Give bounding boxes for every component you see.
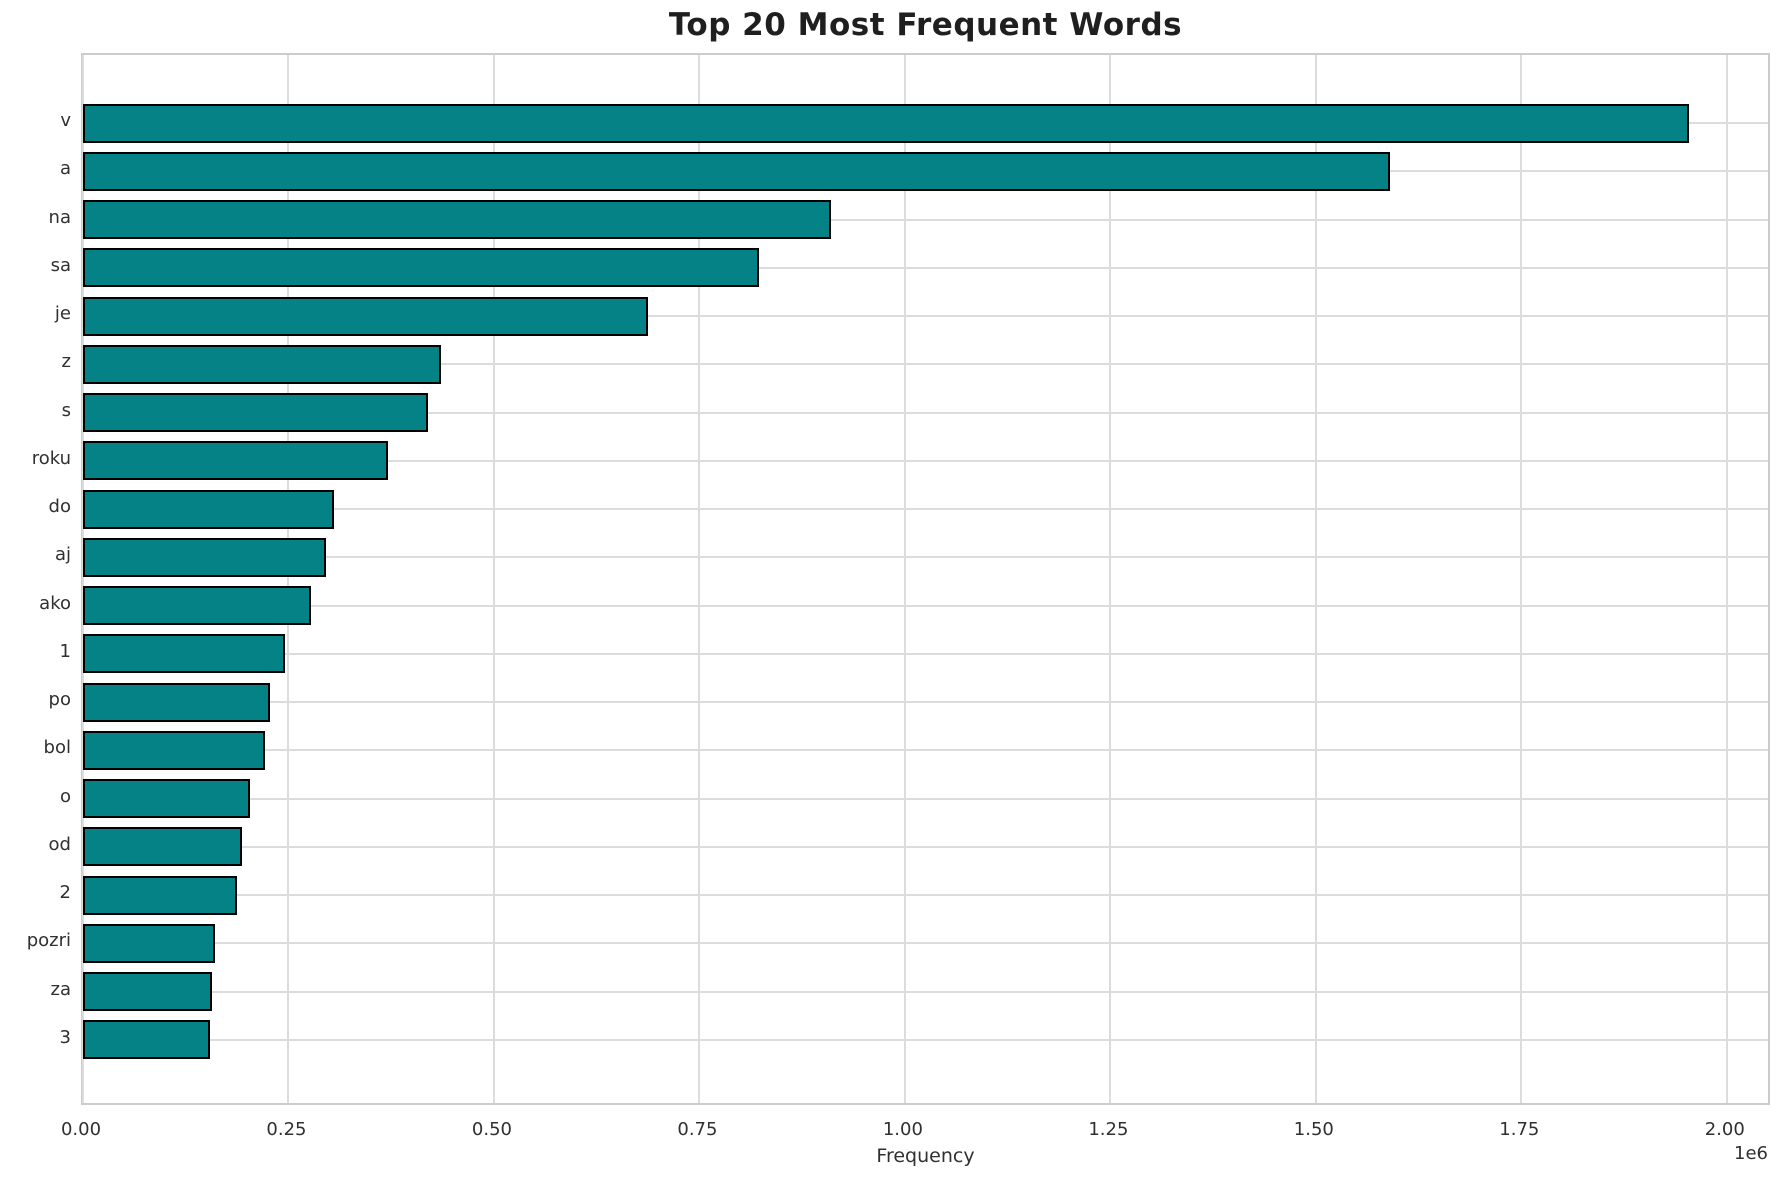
y-tick-label: s	[61, 399, 71, 421]
v-gridline	[82, 55, 84, 1103]
bar-v	[83, 103, 1689, 143]
h-gridline	[83, 508, 1768, 511]
y-tick-label: od	[48, 833, 71, 855]
bar-na	[83, 200, 831, 240]
y-tick-label: sa	[50, 254, 71, 276]
v-gridline	[492, 55, 495, 1103]
h-gridline	[83, 990, 1768, 993]
y-tick-label: po	[48, 689, 71, 711]
h-gridline	[83, 652, 1768, 655]
h-gridline	[83, 942, 1768, 945]
y-tick-label: o	[59, 785, 71, 807]
y-tick-label: ako	[39, 592, 71, 614]
x-tick-label: 1.00	[882, 1119, 923, 1140]
h-gridline	[83, 797, 1768, 800]
y-tick-label: aj	[54, 544, 71, 566]
h-gridline	[83, 845, 1768, 848]
h-gridline	[83, 749, 1768, 752]
v-gridline	[1520, 55, 1523, 1103]
chart-title: Top 20 Most Frequent Words	[668, 7, 1183, 43]
h-gridline	[83, 315, 1768, 318]
h-gridline	[83, 701, 1768, 704]
bar-do	[83, 489, 334, 529]
bar-po	[83, 682, 271, 722]
bar-o	[83, 779, 250, 819]
h-gridline	[83, 363, 1768, 366]
bar-aj	[83, 537, 327, 577]
bar-a	[83, 151, 1390, 191]
h-gridline	[83, 604, 1768, 607]
x-axis-title: Frequency	[876, 1145, 975, 1167]
h-gridline	[83, 266, 1768, 269]
y-tick-label: a	[59, 158, 71, 180]
x-tick-label: 1.75	[1499, 1119, 1540, 1140]
h-gridline	[83, 894, 1768, 897]
bar-1	[83, 634, 286, 674]
y-tick-label: na	[48, 206, 71, 228]
y-tick-label: roku	[31, 447, 71, 469]
x-tick-label: 1.25	[1088, 1119, 1129, 1140]
y-tick-label: je	[54, 303, 71, 325]
bar-ako	[83, 586, 311, 626]
v-gridline	[1109, 55, 1112, 1103]
x-tick-label: 2.00	[1704, 1119, 1745, 1140]
h-gridline	[83, 556, 1768, 559]
axis-offset-label: 1e6	[1734, 1143, 1768, 1164]
bar-za	[83, 972, 213, 1012]
plot-area	[81, 53, 1770, 1105]
bar-roku	[83, 441, 388, 481]
x-tick-label: 1.50	[1293, 1119, 1334, 1140]
bar-bol	[83, 730, 266, 770]
v-gridline	[287, 55, 290, 1103]
x-tick-label: 0.75	[677, 1119, 718, 1140]
y-tick-label: za	[50, 978, 71, 1000]
h-gridline	[83, 1038, 1768, 1041]
v-gridline	[1725, 55, 1728, 1103]
bar-2	[83, 875, 237, 915]
y-tick-label: 3	[59, 1026, 71, 1048]
bar-od	[83, 827, 242, 867]
y-tick-label: pozri	[26, 930, 71, 952]
bar-sa	[83, 248, 760, 288]
v-gridline	[903, 55, 906, 1103]
x-tick-label: 0.00	[60, 1119, 102, 1140]
y-tick-label: 2	[59, 882, 71, 904]
y-tick-label: 1	[59, 640, 71, 662]
x-tick-label: 0.50	[471, 1119, 512, 1140]
h-gridline	[83, 218, 1768, 221]
x-tick-label: 0.25	[266, 1119, 307, 1140]
h-gridline	[83, 411, 1768, 414]
y-tick-label: z	[61, 351, 71, 373]
v-gridline	[698, 55, 701, 1103]
bar-pozri	[83, 923, 216, 963]
y-tick-label: bol	[43, 737, 71, 759]
bar-3	[83, 1020, 210, 1060]
bar-z	[83, 344, 442, 384]
y-tick-label: v	[60, 110, 71, 131]
v-gridline	[1314, 55, 1317, 1103]
bar-je	[83, 296, 649, 336]
h-gridline	[83, 459, 1768, 462]
y-tick-label: do	[48, 496, 71, 518]
bar-s	[83, 393, 429, 433]
